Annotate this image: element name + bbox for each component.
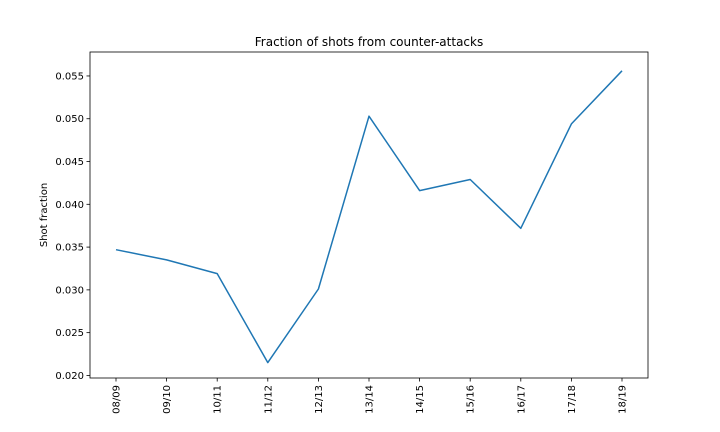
x-tick-label: 13/14 (365, 385, 376, 414)
series-line (115, 70, 623, 364)
y-tick-label: 0.035 (55, 243, 84, 254)
y-tick-label: 0.025 (55, 328, 84, 339)
chart-title: Fraction of shots from counter-attacks (255, 35, 483, 49)
y-tick-label: 0.055 (55, 71, 84, 82)
x-tick-label: 15/16 (466, 385, 477, 414)
y-axis-label: Shot fraction (39, 183, 50, 247)
y-tick-label: 0.040 (55, 200, 84, 211)
y-tick-label: 0.030 (55, 285, 84, 296)
y-tick-label: 0.050 (55, 114, 84, 125)
x-tick-label: 17/18 (567, 385, 578, 414)
y-tick-label: 0.045 (55, 157, 84, 168)
y-tick-label: 0.020 (55, 371, 84, 382)
x-tick-label: 14/15 (415, 385, 426, 414)
x-tick-label: 10/11 (213, 385, 224, 414)
x-tick-label: 12/13 (314, 385, 325, 414)
x-tick-label: 08/09 (112, 385, 123, 414)
x-tick-label: 11/12 (263, 385, 274, 414)
x-tick-label: 16/17 (516, 385, 527, 414)
x-tick-label: 09/10 (162, 385, 173, 414)
plot-area: 0.020 0.025 0.030 0.035 0.040 0.045 0.050 0.055… (55, 51, 649, 414)
x-tick-label: 18/19 (618, 385, 629, 414)
plot-frame (89, 51, 649, 379)
